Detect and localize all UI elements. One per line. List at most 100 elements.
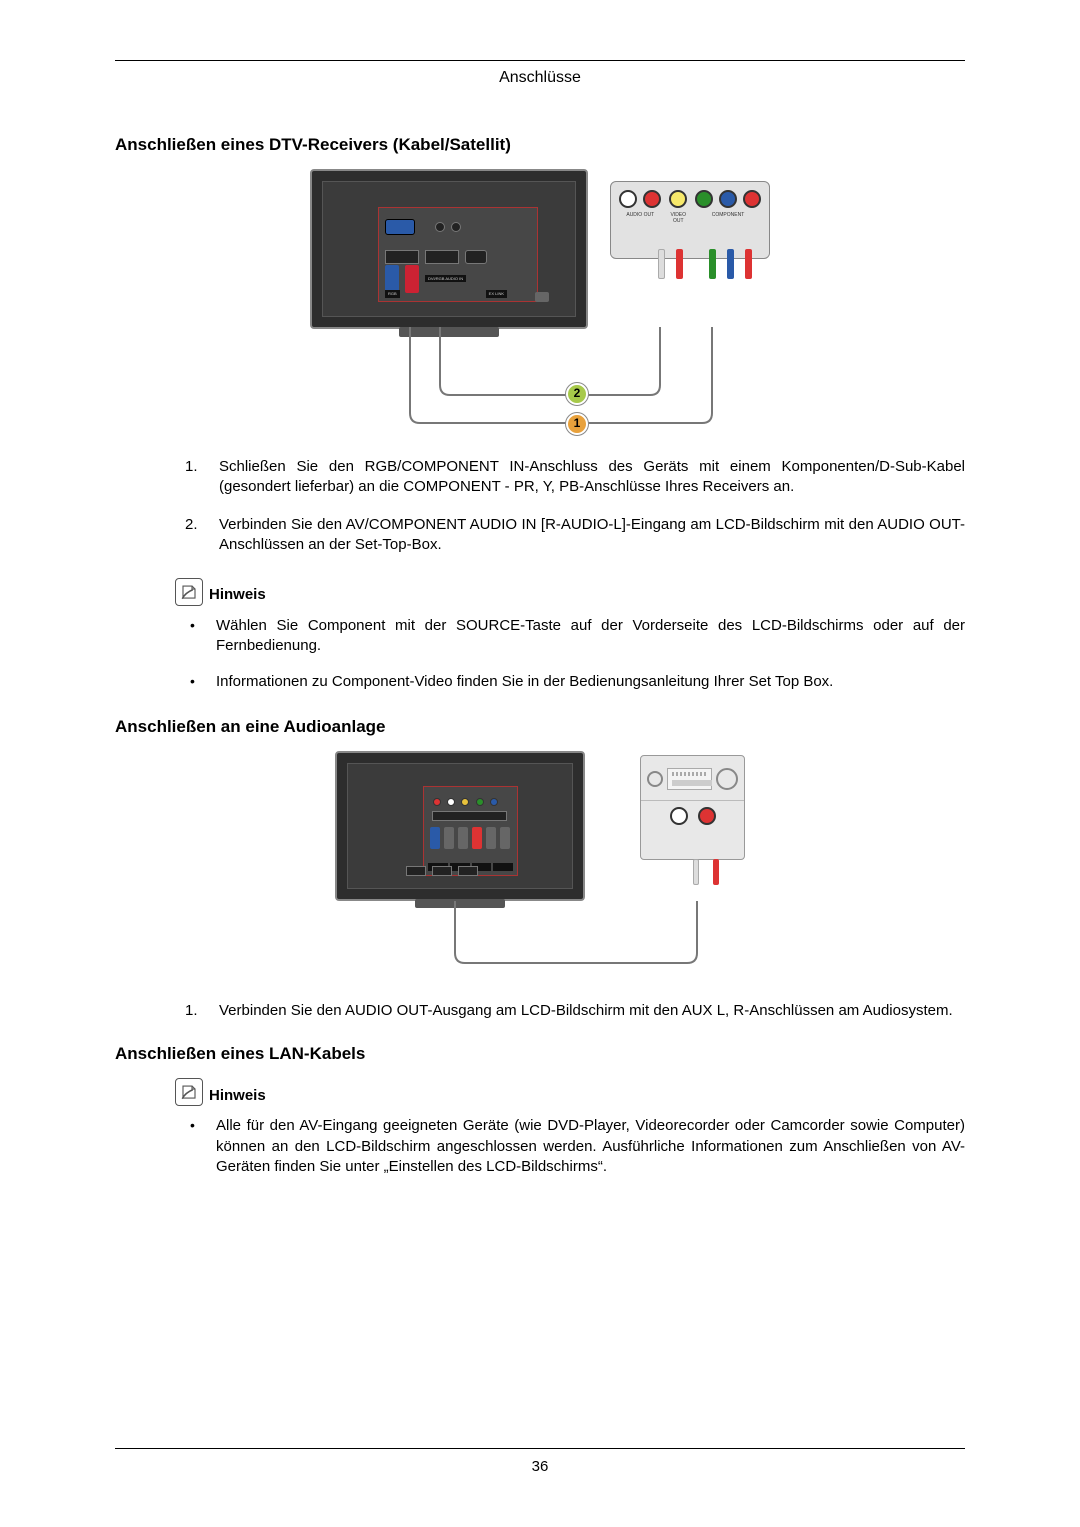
step-number: 2. (185, 515, 219, 556)
cable-green-icon (709, 249, 716, 279)
footer: 36 (115, 1436, 965, 1477)
divider (641, 800, 744, 801)
bottom-rule: 36 (115, 1448, 965, 1477)
list-item: • Informationen zu Component-Video finde… (190, 672, 965, 692)
cable-plug-icon (458, 827, 468, 849)
step-number: 1. (185, 1001, 219, 1021)
figure-dtv: DVI/RGB AUDIO IN RGB EX LINK AUDIO OUT (115, 169, 965, 427)
cable-white-icon (658, 249, 665, 279)
note-icon (175, 1078, 203, 1106)
audio-jack-icon (435, 222, 445, 232)
port-dot-icon (461, 798, 469, 806)
list-item: 1. Schließen Sie den RGB/COMPONENT IN-An… (185, 457, 965, 498)
section3-notes: • Alle für den AV-Eingang geeigneten Ger… (190, 1116, 965, 1177)
port-label: COMPONENT (712, 212, 745, 219)
note-text: Alle für den AV-Eingang geeigneten Gerät… (216, 1116, 965, 1177)
section2-heading: Anschließen an eine Audioanlage (115, 716, 965, 739)
note-text: Wählen Sie Component mit der SOURCE-Tast… (216, 616, 965, 657)
figure-audio (115, 751, 965, 971)
cable-plug-blue-icon (385, 265, 399, 293)
component-port-green-icon (695, 190, 713, 208)
bullet-icon: • (190, 616, 216, 657)
callout-badge-2: 2 (566, 383, 588, 405)
note-heading: Hinweis (175, 1078, 965, 1106)
audio-jack-icon (451, 222, 461, 232)
list-item: 1. Verbinden Sie den AUDIO OUT-Ausgang a… (185, 1001, 965, 1021)
step-text: Schließen Sie den RGB/COMPONENT IN-Ansch… (219, 457, 965, 498)
port-label: VIDEO OUT (666, 212, 692, 226)
page-header: Anschlüsse (115, 67, 965, 89)
panel-label-icon: DVI/RGB AUDIO IN (425, 275, 466, 282)
slot-icon (432, 811, 507, 821)
aux-port-red-icon (698, 807, 716, 825)
section1-steps: 1. Schließen Sie den RGB/COMPONENT IN-An… (185, 457, 965, 556)
port-dot-icon (476, 798, 484, 806)
list-item: • Wählen Sie Component mit der SOURCE-Ta… (190, 616, 965, 657)
receiver-cable-plugs (632, 249, 752, 279)
slot-icon (385, 250, 419, 264)
audio-cable-plugs (693, 859, 719, 885)
cable-plug-icon (486, 827, 496, 849)
port-label: AUDIO OUT (626, 212, 654, 219)
tv-connector-panel (423, 786, 518, 876)
bullet-icon: • (190, 672, 216, 692)
cable-plug-icon (444, 827, 454, 849)
bullet-icon: • (190, 1116, 216, 1177)
wire-svg-icon (310, 327, 770, 427)
section1-notes: • Wählen Sie Component mit der SOURCE-Ta… (190, 616, 965, 693)
step-text: Verbinden Sie den AV/COMPONENT AUDIO IN … (219, 515, 965, 556)
section3-heading: Anschließen eines LAN-Kabels (115, 1043, 965, 1066)
callout-badge-1: 1 (566, 413, 588, 435)
panel-label-icon: RGB (385, 290, 400, 297)
note-text: Informationen zu Component-Video finden … (216, 672, 965, 692)
component-port-blue-icon (719, 190, 737, 208)
note-label: Hinweis (209, 585, 266, 605)
audio-port-red-icon (643, 190, 661, 208)
wire-svg-icon (335, 901, 745, 971)
audio-system-illustration (640, 755, 745, 860)
tv-bottom-slots (406, 866, 478, 876)
list-item: • Alle für den AV-Eingang geeigneten Ger… (190, 1116, 965, 1177)
top-rule (115, 60, 965, 61)
hdmi-port-icon (465, 250, 487, 264)
step-number: 1. (185, 457, 219, 498)
port-dot-icon (433, 798, 441, 806)
note-label: Hinweis (209, 1086, 266, 1106)
cable-plug-icon (500, 827, 510, 849)
display-panel-icon (667, 768, 712, 790)
page: Anschlüsse Anschließen eines DTV-Receive… (0, 0, 1080, 1527)
tv-button-icon (535, 292, 549, 302)
cable-red-icon (676, 249, 683, 279)
knob-icon (716, 768, 738, 790)
component-port-red-icon (743, 190, 761, 208)
section1-heading: Anschließen eines DTV-Receivers (Kabel/S… (115, 134, 965, 157)
note-icon (175, 578, 203, 606)
vga-port-icon (385, 219, 415, 235)
note-heading: Hinweis (175, 578, 965, 606)
cable-white-icon (693, 859, 699, 885)
section2-steps: 1. Verbinden Sie den AUDIO OUT-Ausgang a… (185, 1001, 965, 1021)
panel-label-icon: EX LINK (486, 290, 507, 297)
wire-diagram: 2 1 (310, 327, 770, 427)
tv-rear-illustration (335, 751, 585, 901)
audio-port-white-icon (619, 190, 637, 208)
list-item: 2. Verbinden Sie den AV/COMPONENT AUDIO … (185, 515, 965, 556)
dtv-receiver-illustration: AUDIO OUT VIDEO OUT COMPONENT (610, 181, 770, 259)
video-port-yellow-icon (669, 190, 687, 208)
cable-red-icon (713, 859, 719, 885)
cable-plug-icon (472, 827, 482, 849)
page-number: 36 (532, 1458, 549, 1475)
aux-port-white-icon (670, 807, 688, 825)
tv-connector-panel: DVI/RGB AUDIO IN RGB EX LINK (378, 207, 538, 302)
cable-plug-red-icon (405, 265, 419, 293)
knob-icon (647, 771, 663, 787)
slot-icon (425, 250, 459, 264)
cable-plug-icon (430, 827, 440, 849)
wire-diagram (335, 901, 745, 971)
tv-rear-illustration: DVI/RGB AUDIO IN RGB EX LINK (310, 169, 588, 329)
cable-blue-icon (727, 249, 734, 279)
port-dot-icon (490, 798, 498, 806)
cable-red-icon (745, 249, 752, 279)
port-dot-icon (447, 798, 455, 806)
step-text: Verbinden Sie den AUDIO OUT-Ausgang am L… (219, 1001, 965, 1021)
